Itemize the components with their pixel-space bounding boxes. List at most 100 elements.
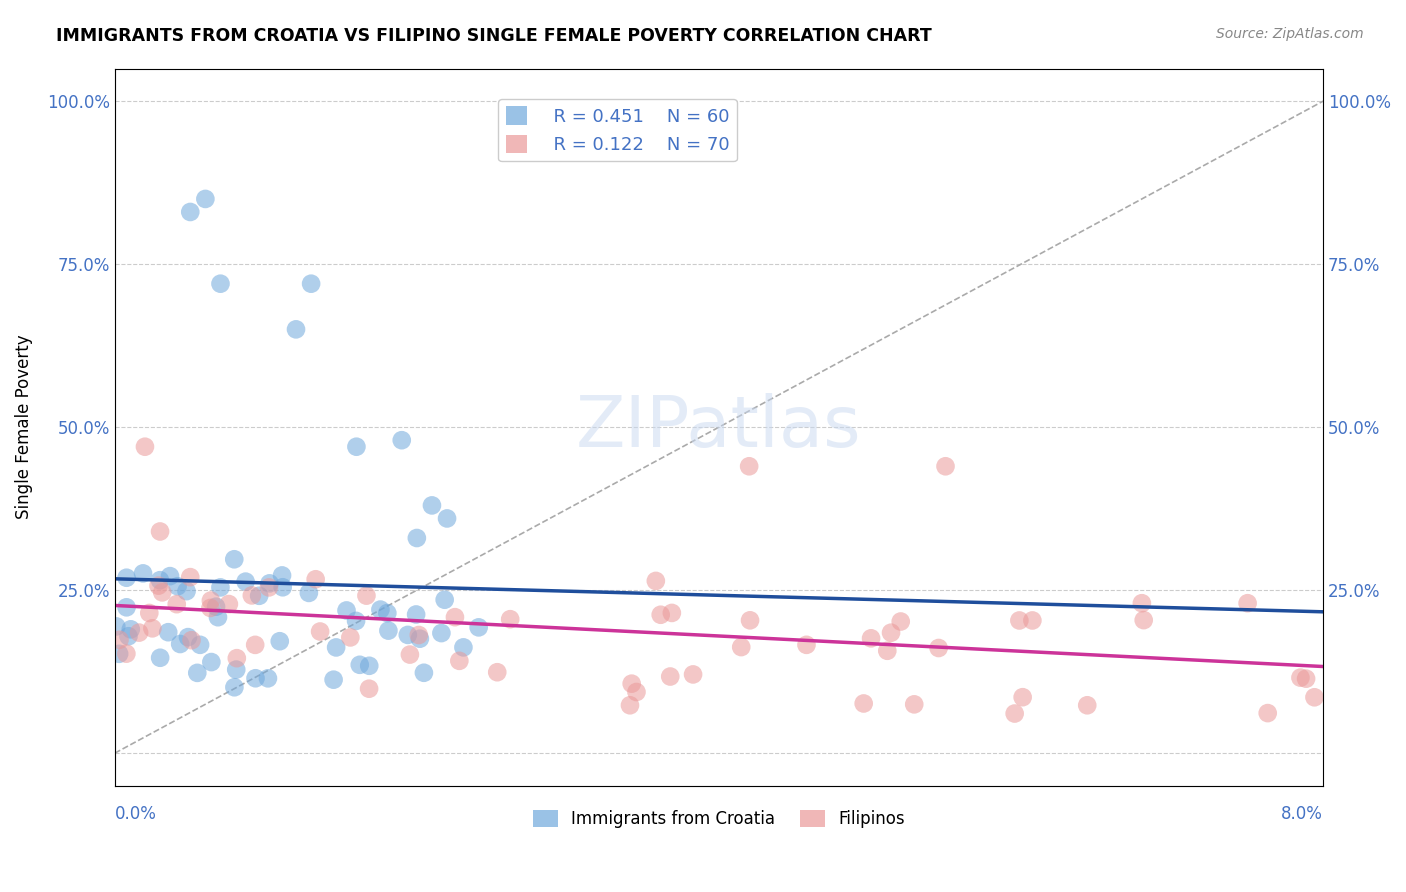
Filipinos <box>148 579 170 593</box>
Filipinos <box>738 459 761 474</box>
Filipinos <box>149 524 172 539</box>
Immigrants from Croatia <box>120 623 142 637</box>
Immigrants from Croatia <box>179 205 201 219</box>
Filipinos <box>305 572 328 586</box>
Filipinos <box>876 644 898 658</box>
Filipinos <box>1008 614 1031 628</box>
Immigrants from Croatia <box>205 599 228 614</box>
Immigrants from Croatia <box>349 657 371 672</box>
Filipinos <box>128 625 150 640</box>
Filipinos <box>408 628 430 642</box>
Immigrants from Croatia <box>344 614 367 628</box>
Text: 0.0%: 0.0% <box>115 805 156 823</box>
Filipinos <box>903 698 925 712</box>
Immigrants from Croatia <box>209 277 232 291</box>
Filipinos <box>499 612 522 626</box>
Filipinos <box>1236 596 1258 610</box>
Filipinos <box>240 589 263 603</box>
Immigrants from Croatia <box>235 574 257 589</box>
Filipinos <box>682 667 704 681</box>
Text: ZIPatlas: ZIPatlas <box>576 392 862 462</box>
Immigrants from Croatia <box>325 640 347 655</box>
Immigrants from Croatia <box>375 606 398 620</box>
Immigrants from Croatia <box>225 663 247 677</box>
Immigrants from Croatia <box>430 626 453 640</box>
Filipinos <box>644 574 666 588</box>
Immigrants from Croatia <box>207 610 229 624</box>
Immigrants from Croatia <box>209 581 232 595</box>
Immigrants from Croatia <box>391 433 413 447</box>
Text: 8.0%: 8.0% <box>1281 805 1323 823</box>
Filipinos <box>738 613 761 627</box>
Immigrants from Croatia <box>159 569 181 583</box>
Filipinos <box>179 570 201 584</box>
Filipinos <box>1011 690 1033 705</box>
Immigrants from Croatia <box>467 620 489 634</box>
Immigrants from Croatia <box>271 580 294 594</box>
Filipinos <box>243 638 266 652</box>
Immigrants from Croatia <box>322 673 344 687</box>
Filipinos <box>138 606 160 620</box>
Immigrants from Croatia <box>115 600 138 615</box>
Filipinos <box>309 624 332 639</box>
Immigrants from Croatia <box>149 573 172 587</box>
Immigrants from Croatia <box>177 630 200 644</box>
Filipinos <box>399 648 422 662</box>
Filipinos <box>928 640 950 655</box>
Filipinos <box>1132 613 1154 627</box>
Filipinos <box>356 589 378 603</box>
Immigrants from Croatia <box>157 625 180 640</box>
Immigrants from Croatia <box>149 650 172 665</box>
Immigrants from Croatia <box>224 680 246 694</box>
Filipinos <box>661 606 683 620</box>
Immigrants from Croatia <box>433 592 456 607</box>
Filipinos <box>1289 671 1312 685</box>
Immigrants from Croatia <box>370 602 392 616</box>
Immigrants from Croatia <box>285 322 308 336</box>
Immigrants from Croatia <box>436 511 458 525</box>
Immigrants from Croatia <box>359 658 381 673</box>
Immigrants from Croatia <box>166 579 188 593</box>
Filipinos <box>200 601 222 615</box>
Filipinos <box>1257 706 1279 720</box>
Immigrants from Croatia <box>259 576 281 591</box>
Immigrants from Croatia <box>188 638 211 652</box>
Immigrants from Croatia <box>396 628 419 642</box>
Filipinos <box>115 647 138 661</box>
Immigrants from Croatia <box>200 655 222 669</box>
Filipinos <box>852 697 875 711</box>
Filipinos <box>659 669 682 683</box>
Filipinos <box>359 681 381 696</box>
Text: IMMIGRANTS FROM CROATIA VS FILIPINO SINGLE FEMALE POVERTY CORRELATION CHART: IMMIGRANTS FROM CROATIA VS FILIPINO SING… <box>56 27 932 45</box>
Immigrants from Croatia <box>271 568 294 582</box>
Filipinos <box>200 593 222 607</box>
Immigrants from Croatia <box>132 566 155 581</box>
Immigrants from Croatia <box>224 552 246 566</box>
Filipinos <box>796 638 818 652</box>
Immigrants from Croatia <box>108 647 131 661</box>
Filipinos <box>225 651 247 665</box>
Filipinos <box>166 597 188 611</box>
Immigrants from Croatia <box>299 277 322 291</box>
Y-axis label: Single Female Poverty: Single Female Poverty <box>15 334 32 519</box>
Filipinos <box>257 581 280 595</box>
Immigrants from Croatia <box>257 671 280 685</box>
Legend: Immigrants from Croatia, Filipinos: Immigrants from Croatia, Filipinos <box>526 804 911 835</box>
Filipinos <box>619 698 641 713</box>
Filipinos <box>1130 596 1153 610</box>
Immigrants from Croatia <box>453 640 475 655</box>
Filipinos <box>1303 690 1326 705</box>
Immigrants from Croatia <box>194 192 217 206</box>
Immigrants from Croatia <box>245 671 267 685</box>
Immigrants from Croatia <box>186 665 208 680</box>
Filipinos <box>444 610 467 624</box>
Filipinos <box>890 615 912 629</box>
Filipinos <box>150 585 173 599</box>
Immigrants from Croatia <box>420 499 443 513</box>
Immigrants from Croatia <box>117 629 139 643</box>
Filipinos <box>1004 706 1026 721</box>
Text: Source: ZipAtlas.com: Source: ZipAtlas.com <box>1216 27 1364 41</box>
Filipinos <box>880 625 903 640</box>
Filipinos <box>180 633 202 648</box>
Filipinos <box>730 640 752 654</box>
